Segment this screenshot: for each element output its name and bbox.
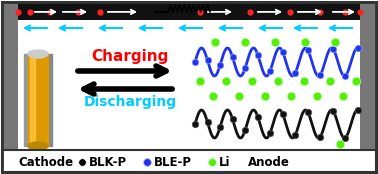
Point (267, 131, 273, 134)
Point (192, 61, 198, 63)
Point (342, 136, 349, 139)
Text: Anode: Anode (248, 156, 290, 168)
Bar (2, 150, 376, 172)
Point (342, 74, 349, 77)
Point (229, 118, 235, 121)
Text: BLK-P: BLK-P (89, 156, 127, 168)
Point (217, 64, 223, 66)
Point (305, 111, 311, 114)
Bar (2, 2, 18, 172)
Point (217, 126, 223, 128)
Point (255, 115, 261, 118)
Bar (24, 54, 28, 146)
Point (318, 73, 324, 76)
Text: BLE-P: BLE-P (154, 156, 192, 168)
Point (318, 135, 324, 138)
Bar (48, 54, 52, 146)
Text: Cathode: Cathode (18, 156, 73, 168)
Bar (30, 54, 35, 146)
Point (292, 72, 298, 74)
Ellipse shape (28, 50, 48, 58)
Point (355, 47, 361, 49)
Point (330, 109, 336, 112)
Point (192, 123, 198, 125)
Point (229, 56, 235, 59)
Point (267, 69, 273, 72)
Bar (360, 2, 376, 172)
Point (204, 59, 211, 62)
Point (280, 51, 286, 54)
Point (280, 113, 286, 116)
Point (292, 133, 298, 136)
Ellipse shape (28, 142, 48, 150)
Point (355, 109, 361, 112)
Point (204, 121, 211, 124)
Bar (2, 150, 376, 172)
Point (330, 48, 336, 50)
Text: Discharging: Discharging (84, 95, 177, 109)
Bar (2, 2, 376, 20)
Text: Charging: Charging (91, 49, 169, 64)
Point (305, 49, 311, 52)
Text: Li: Li (219, 156, 231, 168)
Bar (28, 54, 48, 146)
Point (255, 53, 261, 56)
Point (242, 129, 248, 131)
Point (242, 67, 248, 69)
